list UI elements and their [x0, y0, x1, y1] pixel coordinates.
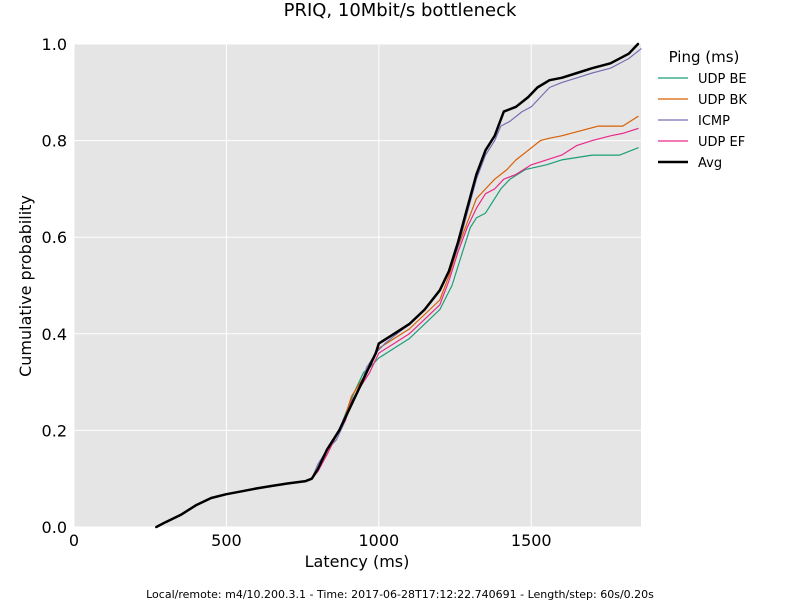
- axes: 0 500 1000 1500 0.0 0.2 0.4 0.6 0.8 1.0: [42, 35, 552, 550]
- chart-title: PRIQ, 10Mbit/s bottleneck: [284, 0, 517, 21]
- y-tick-label: 0.4: [42, 325, 67, 344]
- plot-background: [74, 44, 641, 527]
- legend-entry-label: UDP BE: [698, 72, 747, 87]
- y-tick-label: 0.0: [42, 518, 67, 537]
- y-tick-label: 0.6: [42, 228, 67, 247]
- legend-entry-label: UDP EF: [698, 135, 745, 150]
- x-axis-label: Latency (ms): [305, 552, 410, 571]
- series-line-avg: [155, 42, 640, 529]
- y-tick-label: 0.8: [42, 132, 67, 151]
- y-tick-label: 1.0: [42, 35, 67, 54]
- legend-entry-label: UDP BK: [698, 93, 747, 108]
- legend-entry-label: ICMP: [698, 114, 730, 129]
- series-layer: [155, 42, 642, 529]
- footer-metadata: Local/remote: m4/10.200.3.1 - Time: 2017…: [146, 588, 654, 600]
- grid-lines: [73, 43, 641, 528]
- x-tick-label: 1000: [358, 531, 399, 550]
- legend: Ping (ms) UDP BE UDP BK ICMP UDP EF Avg: [658, 48, 747, 171]
- x-tick-label: 0: [69, 531, 79, 550]
- legend-entry-label: Avg: [698, 156, 722, 171]
- legend-title: Ping (ms): [669, 48, 740, 66]
- y-tick-label: 0.2: [42, 421, 67, 440]
- y-axis-label: Cumulative probability: [16, 195, 35, 377]
- x-tick-label: 500: [211, 531, 242, 550]
- x-tick-label: 1500: [511, 531, 552, 550]
